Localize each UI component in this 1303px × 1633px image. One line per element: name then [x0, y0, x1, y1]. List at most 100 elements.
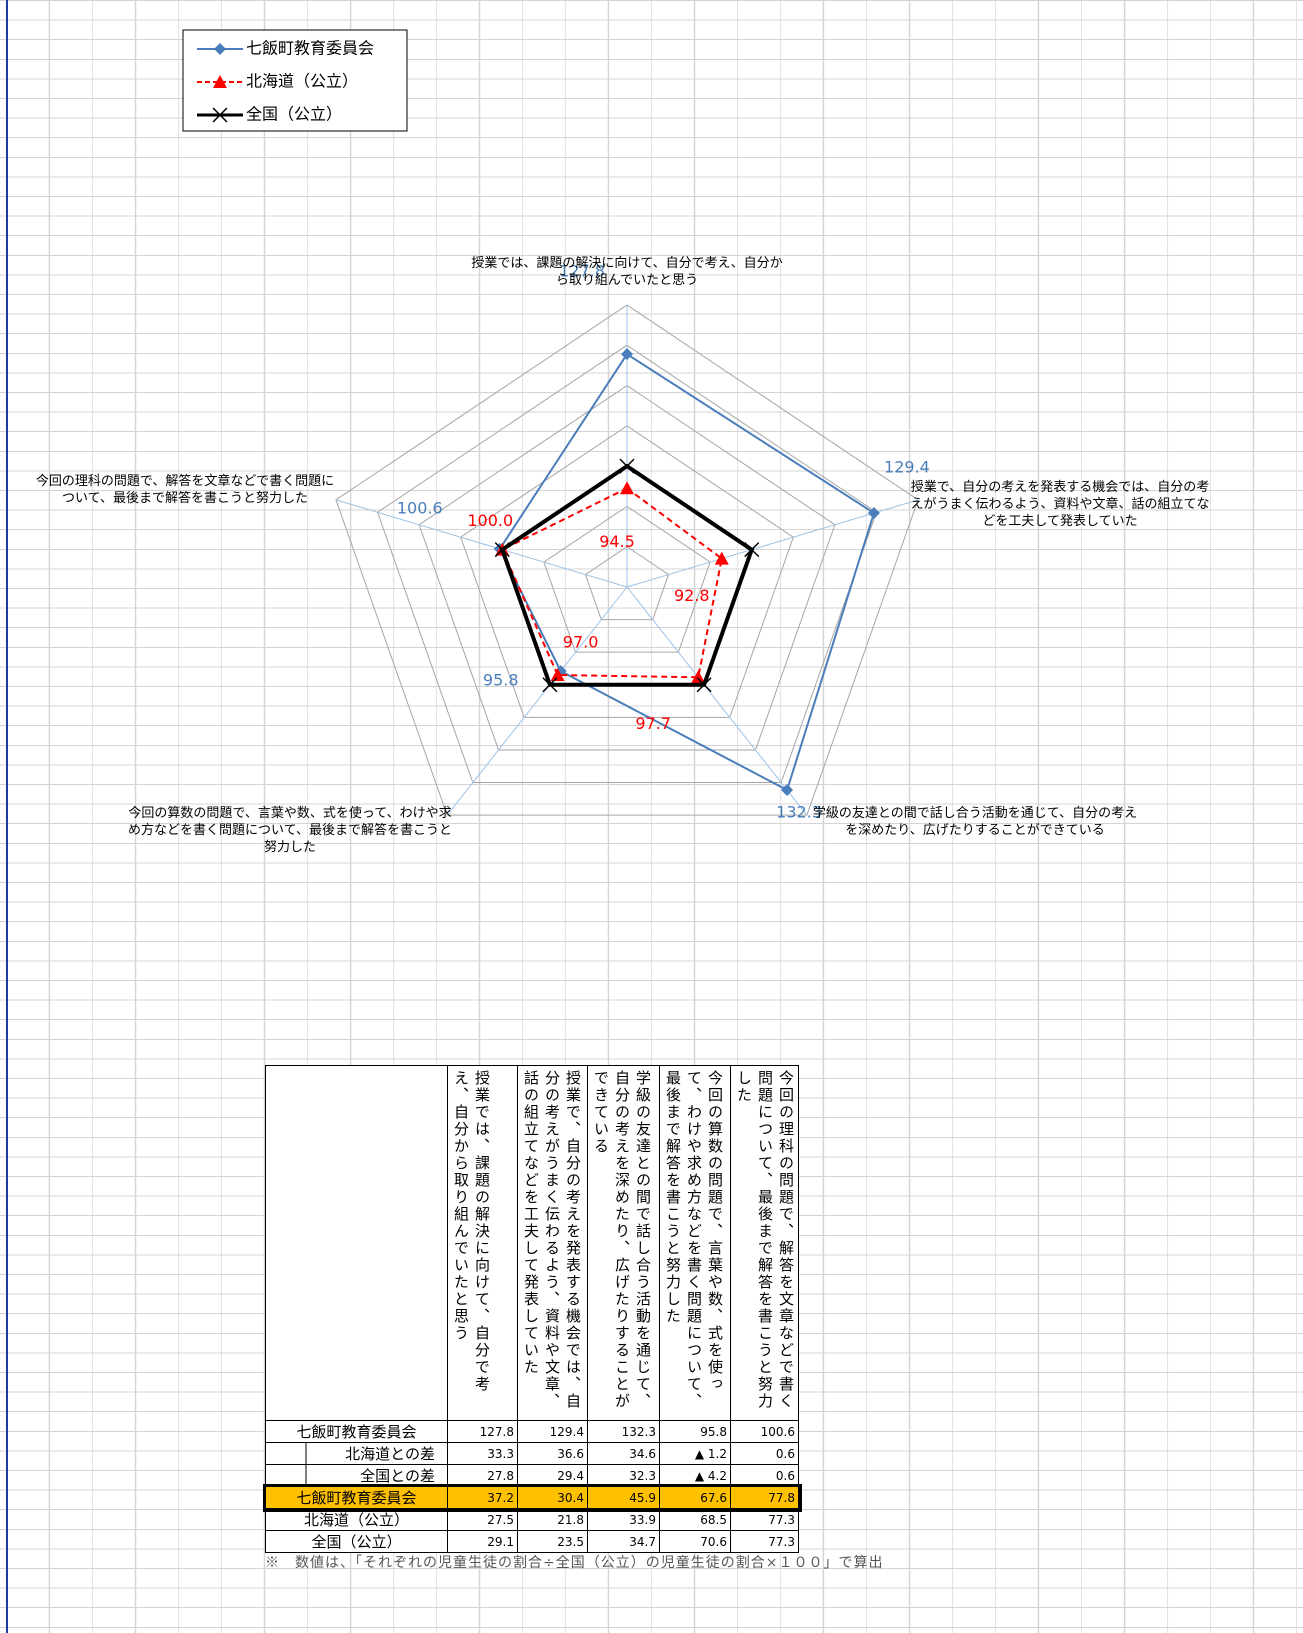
- marker: [620, 481, 634, 495]
- data-label: 127.8: [559, 262, 605, 281]
- axis-label: 授業で、自分の考えを発表する機会では、自分の考えがうまく伝わるよう、資料や文章、…: [910, 480, 1210, 529]
- grid-ring: [376, 344, 878, 784]
- header-text: 授業で、自分の考えを発表する機会では、自分の考えがうまく伝わるよう、資料や文章、…: [522, 1070, 582, 1410]
- cell: 32.3: [587, 1464, 660, 1487]
- table-row: 全国（公立） 29.1 23.5 34.7 70.6 77.3: [265, 1530, 799, 1553]
- marker: [714, 551, 729, 565]
- cell: 70.6: [659, 1530, 731, 1553]
- marker: [494, 542, 510, 558]
- spoke: [446, 586, 628, 816]
- data-label: 97.7: [635, 714, 671, 733]
- marker: [619, 458, 635, 474]
- spoke: [335, 499, 628, 588]
- legend-label: 全国（公立）: [246, 105, 342, 124]
- cell: 33.3: [447, 1442, 518, 1465]
- row-label: 七飯町教育委員会: [265, 1486, 448, 1509]
- row-label-text: 北海道（公立）: [303, 1511, 409, 1529]
- cell: 36.6: [517, 1442, 588, 1465]
- cell: 34.7: [587, 1530, 660, 1553]
- header-row: 授業では、課題の解決に向けて、自分で考え、自分から取り組んでいたと思う 授業で、自…: [265, 1065, 799, 1421]
- marker: [691, 670, 706, 684]
- header-cell: 授業では、課題の解決に向けて、自分で考え、自分から取り組んでいたと思う: [447, 1065, 518, 1421]
- cell: 127.8: [447, 1420, 518, 1443]
- cell: 29.4: [517, 1464, 588, 1487]
- row-label: 北海道（公立）: [265, 1508, 448, 1531]
- axis-label: 今回の理科の問題で、解答を文章などで書く問題について、最後まで解答を書こうと努力…: [35, 474, 335, 506]
- row-label-text: 七飯町教育委員会: [296, 1489, 417, 1507]
- cell: ▲ 4.2: [659, 1464, 731, 1487]
- table-row: 七飯町教育委員会 37.2 30.4 45.9 67.6 77.8: [262, 1483, 802, 1512]
- grid-ring: [584, 546, 670, 621]
- header-text: 今回の理科の問題で、解答を文章などで書く問題について、最後まで解答を書こうと努力…: [735, 1070, 795, 1410]
- cell: 0.6: [730, 1442, 799, 1465]
- table: 授業では、課題の解決に向けて、自分で考え、自分から取り組んでいたと思う 授業で、自…: [262, 1065, 802, 1553]
- header-cell: 学級の友達との間で話し合う活動を通じて、自分の考えを深めたり、広げたりすることが…: [587, 1065, 660, 1421]
- legend-label: 七飯町教育委員会: [246, 39, 374, 58]
- grid-ring: [460, 425, 794, 718]
- axis-label: 学級の友達との間で話し合う活動を通じて、自分の考えを深めたり、広げたりすることが…: [812, 806, 1138, 838]
- cell: 23.5: [517, 1530, 588, 1553]
- data-label: 97.0: [563, 632, 599, 651]
- row-label: 北海道との差: [265, 1442, 448, 1465]
- marker: [781, 784, 794, 797]
- header-cell: 今回の理科の問題で、解答を文章などで書く問題について、最後まで解答を書こうと努力…: [730, 1065, 799, 1421]
- data-label: 94.5: [599, 532, 635, 551]
- cell: 45.9: [587, 1486, 660, 1509]
- row-label-text: 全国との差: [360, 1467, 435, 1485]
- row-label-text: 全国（公立）: [311, 1533, 402, 1551]
- header-text: 授業では、課題の解決に向けて、自分で考え、自分から取り組んでいたと思う: [452, 1070, 491, 1393]
- row-label-text: 北海道との差: [345, 1445, 435, 1463]
- marker: [621, 348, 633, 361]
- marker: [744, 542, 760, 558]
- table-row: 全国との差 27.8 29.4 32.3 ▲ 4.2 0.6: [265, 1464, 799, 1487]
- table-row: 北海道（公立） 27.5 21.8 33.9 68.5 77.3: [265, 1508, 799, 1531]
- header-cell: 今回の算数の問題で、言葉や数、式を使って、わけや求め方などを書く問題について、最…: [659, 1065, 731, 1421]
- cell: 0.6: [730, 1464, 799, 1487]
- row-label: 七飯町教育委員会: [265, 1420, 448, 1443]
- grid-ring: [335, 304, 919, 816]
- axis-label: 授業では、課題の解決に向けて、自分で考え、自分から取り組んでいたと思う: [471, 256, 783, 288]
- data-label: 132.3: [776, 803, 822, 822]
- header-cell: [265, 1065, 448, 1421]
- row-label-text: 七飯町教育委員会: [296, 1423, 417, 1441]
- marker: [214, 43, 226, 55]
- axis-label: 今回の算数の問題で、言葉や数、式を使って、わけや求め方などを書く問題について、最…: [128, 806, 452, 855]
- cell: 27.8: [447, 1464, 518, 1487]
- cell: 132.3: [587, 1420, 660, 1443]
- cell: 95.8: [659, 1420, 731, 1443]
- cell: 67.6: [659, 1486, 731, 1509]
- marker: [696, 677, 712, 693]
- data-label: 100.6: [397, 498, 443, 517]
- cell: 68.5: [659, 1508, 731, 1531]
- footnote: ※ 数値は、「それぞれの児童生徒の割合÷全国（公立）の児童生徒の割合×１００」で…: [265, 1555, 884, 1571]
- header-text: 今回の算数の問題で、言葉や数、式を使って、わけや求め方などを書く問題について、最…: [664, 1070, 724, 1410]
- cell: 34.6: [587, 1442, 660, 1465]
- header-cell: 授業で、自分の考えを発表する機会では、自分の考えがうまく伝わるよう、資料や文章、…: [517, 1065, 588, 1421]
- legend-label: 北海道（公立）: [246, 72, 358, 91]
- cell: 129.4: [517, 1420, 588, 1443]
- row-label: 全国（公立）: [265, 1530, 448, 1553]
- cell: 21.8: [517, 1508, 588, 1531]
- table-row: 七飯町教育委員会 127.8 129.4 132.3 95.8 100.6: [265, 1420, 799, 1443]
- cell: 37.2: [447, 1486, 518, 1509]
- spoke: [626, 586, 808, 816]
- series-line: [498, 352, 876, 792]
- cell: 77.3: [730, 1508, 799, 1531]
- cell: 100.6: [730, 1420, 799, 1443]
- row-label: 全国との差: [265, 1464, 448, 1487]
- cell: ▲ 1.2: [659, 1442, 731, 1465]
- data-label: 100.0: [467, 511, 513, 530]
- cell: 30.4: [517, 1486, 588, 1509]
- cell: 27.5: [447, 1508, 518, 1531]
- header-text: 学級の友達との間で話し合う活動を通じて、自分の考えを深めたり、広げたりすることが…: [592, 1070, 652, 1410]
- data-label: 92.8: [674, 586, 710, 605]
- table-row: 北海道との差 33.3 36.6 34.6 ▲ 1.2 0.6: [265, 1442, 799, 1465]
- cell: 33.9: [587, 1508, 660, 1531]
- marker: [550, 667, 565, 681]
- grid-ring: [418, 384, 836, 751]
- data-label: 129.4: [884, 458, 930, 477]
- marker: [213, 75, 227, 88]
- grid-ring: [543, 505, 711, 653]
- cell: 77.8: [730, 1486, 799, 1509]
